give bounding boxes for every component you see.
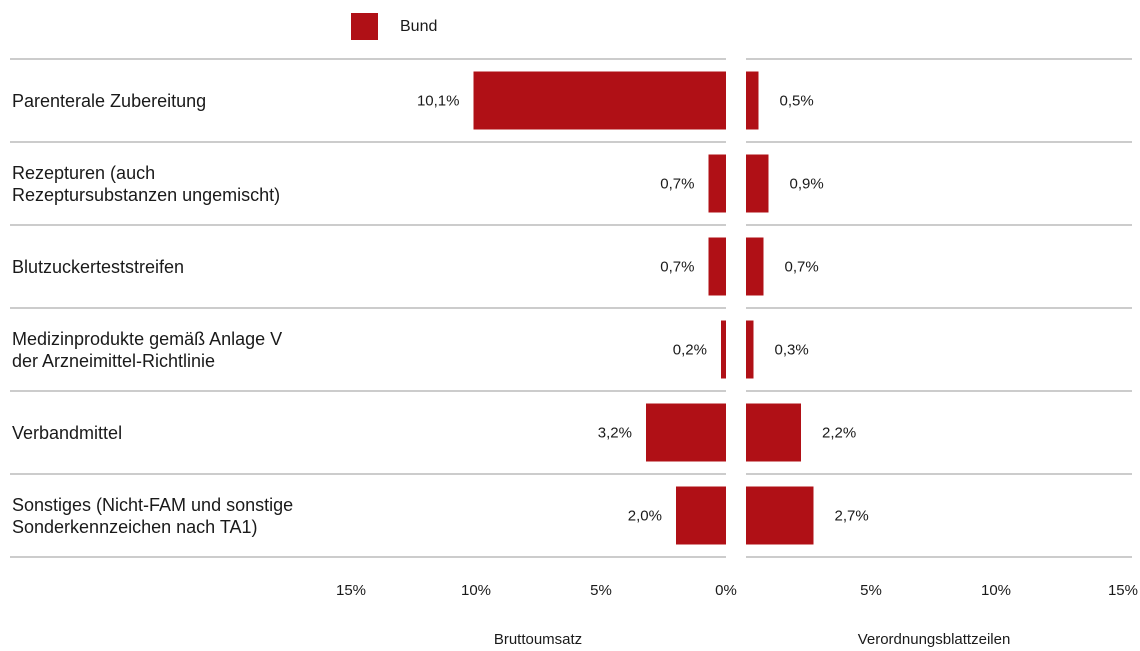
- category-label: Parenterale Zubereitung: [12, 90, 337, 112]
- legend-swatch: [351, 13, 378, 40]
- category-label-line: Blutzuckerteststreifen: [12, 256, 185, 277]
- category-label-line: Parenterale Zubereitung: [12, 90, 207, 111]
- bar-bruttoumsatz: [708, 154, 726, 213]
- value-label-bruttoumsatz: 0,7%: [660, 176, 694, 193]
- x-tick-label: 15%: [1108, 582, 1138, 599]
- value-label-verordnungsblattzeilen: 2,7%: [835, 508, 869, 525]
- category-label: Sonstiges (Nicht-FAM und sonstige Sonderk…: [12, 494, 337, 538]
- bar-bruttoumsatz: [721, 320, 726, 379]
- x-tick-label: 15%: [336, 582, 366, 599]
- value-label-verordnungsblattzeilen: 0,3%: [775, 342, 809, 359]
- bar-verordnungsblattzeilen: [746, 403, 801, 462]
- value-label-verordnungsblattzeilen: 2,2%: [822, 425, 856, 442]
- x-tick-label: 10%: [981, 582, 1011, 599]
- value-label-bruttoumsatz: 2,0%: [628, 508, 662, 525]
- bar-verordnungsblattzeilen: [746, 320, 754, 379]
- x-tick-label: 5%: [860, 582, 882, 599]
- value-label-bruttoumsatz: 10,1%: [417, 93, 460, 110]
- bar-verordnungsblattzeilen: [746, 486, 814, 545]
- bar-verordnungsblattzeilen: [746, 237, 764, 296]
- bar-bruttoumsatz: [708, 237, 726, 296]
- legend: Bund: [351, 13, 437, 40]
- category-label-line: Sonstiges (Nicht-FAM und sonstige: [12, 494, 294, 515]
- value-label-bruttoumsatz: 0,2%: [673, 342, 707, 359]
- category-label: Blutzuckerteststreifen: [12, 256, 337, 278]
- panel-title-verordnungsblattzeilen: Verordnungsblattzeilen: [858, 631, 1011, 648]
- category-label-line: Rezepturen (auch: [12, 162, 156, 183]
- bar-bruttoumsatz: [676, 486, 726, 545]
- value-label-bruttoumsatz: 3,2%: [598, 425, 632, 442]
- value-label-verordnungsblattzeilen: 0,7%: [785, 259, 819, 276]
- x-tick-label: 10%: [461, 582, 491, 599]
- value-label-bruttoumsatz: 0,7%: [660, 259, 694, 276]
- category-label-line: der Arzneimittel-Richtlinie: [12, 350, 216, 371]
- value-label-verordnungsblattzeilen: 0,9%: [790, 176, 824, 193]
- category-label-line: Medizinprodukte gemäß Anlage V: [12, 328, 283, 349]
- panel-title-bruttoumsatz: Bruttoumsatz: [494, 631, 582, 648]
- category-label-line: Rezeptursubstanzen ungemischt): [12, 184, 281, 205]
- category-label: Verbandmittel: [12, 422, 337, 444]
- bar-bruttoumsatz: [473, 71, 726, 130]
- category-label-line: Sonderkennzeichen nach TA1): [12, 516, 258, 537]
- x-tick-label: 0%: [715, 582, 737, 599]
- bar-verordnungsblattzeilen: [746, 71, 759, 130]
- bar-verordnungsblattzeilen: [746, 154, 769, 213]
- category-label-line: Verbandmittel: [12, 422, 123, 443]
- bar-bruttoumsatz: [646, 403, 726, 462]
- category-label: Rezepturen (auch Rezeptursubstanzen ungem…: [12, 162, 337, 206]
- legend-label: Bund: [400, 17, 438, 35]
- x-tick-label: 5%: [590, 582, 612, 599]
- value-label-verordnungsblattzeilen: 0,5%: [780, 93, 814, 110]
